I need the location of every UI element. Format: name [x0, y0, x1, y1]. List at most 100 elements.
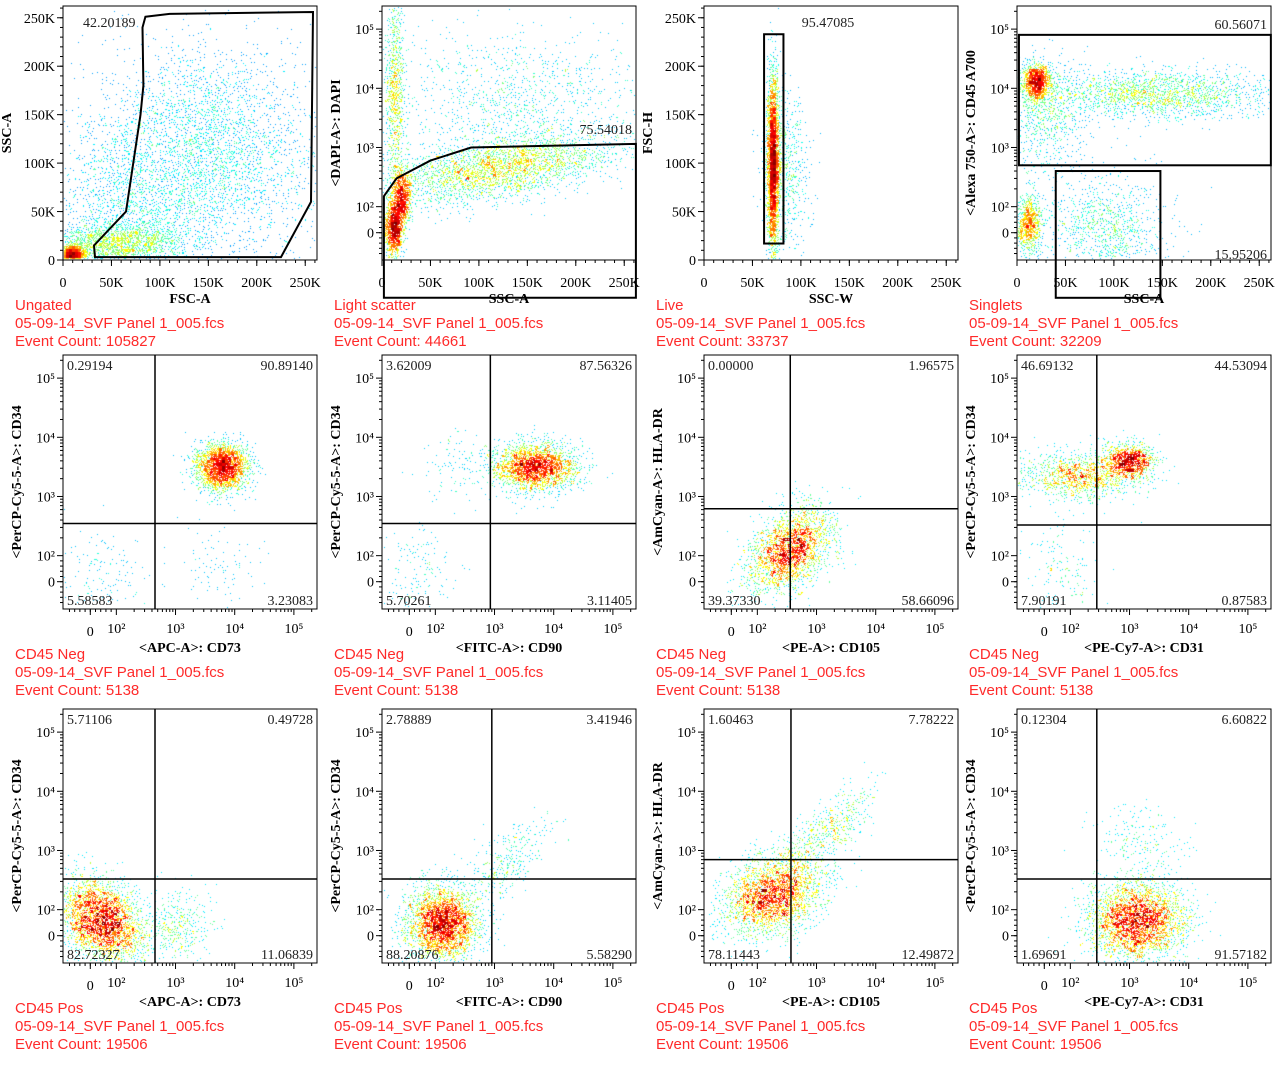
y-tick-label: 10²	[678, 550, 696, 565]
sample-file-name: 05-09-14_SVF Panel 1_005.fcs	[15, 315, 225, 332]
quadrant-upper-right-percentage: 90.89140	[261, 359, 314, 374]
x-axis-label: <PE-Cy7-A>: CD31	[1084, 641, 1204, 656]
plot-panel: 0 50K 100K 150K 200K 250K 0 50K 100K 150K 200K 250K…	[641, 0, 971, 356]
plot-panel: 0 50K 100K 150K 200K 250K 0 10² 10³ 10⁴ 10⁵ SSC-A <A…	[954, 0, 1280, 356]
y-axis-label: <PerCP-Cy5-5-A>: CD34	[10, 759, 25, 912]
y-tick-label: 10⁴	[990, 431, 1009, 446]
plot-axes: 0 10² 10³ 10⁴ 10⁵ 0 10² 10³ 10⁴ 10⁵ <APC-A>: CD73 <…	[10, 708, 318, 1010]
gate-rectangle[interactable]	[1017, 33, 1272, 167]
x-tick-label: 0	[87, 979, 94, 994]
x-tick-label: 50K	[740, 276, 764, 291]
y-tick-label: 10³	[678, 844, 696, 859]
event-density-scatter	[63, 709, 317, 963]
plot-frame	[62, 5, 318, 261]
x-tick-label: 0	[1041, 625, 1048, 640]
gate-polygon[interactable]	[92, 10, 315, 259]
x-tick-label: 0	[406, 979, 413, 994]
plot-frame	[381, 5, 637, 261]
quadrant-lower-right-percentage: 58.66096	[902, 594, 955, 609]
y-axis-label: <PerCP-Cy5-5-A>: CD34	[10, 405, 25, 558]
y-tick-label: 10⁵	[677, 726, 696, 741]
y-tick-label: 10⁵	[677, 372, 696, 387]
x-tick-label: 0	[728, 979, 735, 994]
plot-caption: CD45 Neg 05-09-14_SVF Panel 1_005.fcs Even…	[15, 646, 224, 700]
plot-caption: CD45 Neg 05-09-14_SVF Panel 1_005.fcs Even…	[334, 646, 543, 700]
x-axis-label: <APC-A>: CD73	[139, 995, 241, 1010]
event-count: Event Count: 19506	[334, 1036, 467, 1053]
y-tick-label: 10⁵	[355, 23, 374, 38]
y-tick-label: 50K	[31, 206, 55, 221]
x-tick-label: 10³	[807, 976, 825, 991]
quadrant-lower-right-percentage: 3.11405	[587, 594, 632, 609]
quadrant-upper-left-percentage: 0.29194	[67, 359, 113, 374]
gate-polygon[interactable]	[382, 142, 637, 299]
y-tick-label: 100K	[24, 157, 55, 172]
y-tick-label: 10³	[37, 844, 55, 859]
x-tick-label: 0	[1014, 276, 1021, 291]
y-axis-label: <PerCP-Cy5-5-A>: CD34	[964, 759, 979, 912]
y-tick-label: 10³	[991, 844, 1009, 859]
y-tick-label: 0	[48, 576, 55, 591]
event-density-scatter	[382, 6, 636, 260]
plot-panel: 0 10² 10³ 10⁴ 10⁵ 0 10² 10³ 10⁴ 10⁵ <PE-Cy7-A>: CD…	[954, 345, 1280, 705]
x-tick-label: 50K	[1053, 276, 1077, 291]
x-tick-label: 10²	[426, 622, 444, 637]
x-tick-label: 10⁵	[284, 976, 303, 991]
plot-frame	[62, 708, 318, 964]
population-name: CD45 Neg	[969, 646, 1040, 663]
y-axis-label: <AmCyan-A>: HLA-DR	[651, 407, 666, 556]
quadrant-lower-left-percentage: 39.37330	[708, 594, 761, 609]
y-tick-label: 150K	[24, 109, 55, 124]
quadrant-lower-left-percentage: 1.69691	[1021, 948, 1067, 963]
x-tick-label: 10⁵	[1238, 976, 1257, 991]
y-tick-label: 10²	[991, 904, 1009, 919]
sample-file-name: 05-09-14_SVF Panel 1_005.fcs	[656, 664, 866, 681]
y-tick-label: 10³	[678, 490, 696, 505]
quadrant-lower-right-percentage: 12.49872	[902, 948, 955, 963]
population-name: Live	[656, 297, 684, 314]
plot-caption: CD45 Pos 05-09-14_SVF Panel 1_005.fcs Even…	[969, 1000, 1178, 1054]
x-axis-label: <FITC-A>: CD90	[456, 641, 563, 656]
gate-percentage: 60.56071	[1215, 18, 1268, 33]
plot-panel: 0 10² 10³ 10⁴ 10⁵ 0 10² 10³ 10⁴ 10⁵ <FITC-A>: CD90…	[319, 345, 649, 705]
quadrant-upper-right-percentage: 0.49728	[268, 713, 314, 728]
y-tick-label: 10³	[356, 844, 374, 859]
sample-file-name: 05-09-14_SVF Panel 1_005.fcs	[334, 664, 544, 681]
gate-rectangle[interactable]	[763, 33, 785, 245]
x-tick-label: 150K	[512, 276, 543, 291]
plot-axes: 0 50K 100K 150K 200K 250K 0 50K 100K 150K 200K 250K…	[0, 5, 321, 307]
x-tick-label: 10⁴	[1179, 622, 1198, 637]
x-tick-label: 250K	[1244, 276, 1275, 291]
plot-axes: 0 50K 100K 150K 200K 250K 0 10² 10³ 10⁴ 10⁵ SSC-A <D…	[329, 5, 640, 307]
y-tick-label: 10⁴	[36, 785, 55, 800]
y-axis-label: <AmCyan-A>: HLA-DR	[651, 761, 666, 910]
sample-file-name: 05-09-14_SVF Panel 1_005.fcs	[334, 315, 544, 332]
plot-axes: 0 50K 100K 150K 200K 250K 0 10² 10³ 10⁴ 10⁵ SSC-A <A…	[964, 5, 1275, 307]
plot-frame	[1016, 354, 1272, 610]
quadrant-lower-left-percentage: 88.20876	[386, 948, 439, 963]
x-tick-label: 10⁵	[925, 622, 944, 637]
y-tick-label: 200K	[665, 60, 696, 75]
event-density-scatter	[704, 709, 958, 963]
event-count: Event Count: 19506	[15, 1036, 148, 1053]
sample-file-name: 05-09-14_SVF Panel 1_005.fcs	[969, 664, 1179, 681]
population-name: CD45 Neg	[656, 646, 727, 663]
event-density-scatter	[1017, 709, 1271, 963]
y-tick-label: 10⁴	[355, 82, 374, 97]
population-name: Singlets	[969, 297, 1023, 314]
y-tick-label: 250K	[665, 12, 696, 27]
gate-rectangle[interactable]	[1054, 170, 1162, 299]
y-tick-label: 10³	[991, 141, 1009, 156]
quadrant-upper-left-percentage: 1.60463	[708, 713, 754, 728]
plot-frame	[381, 354, 637, 610]
y-tick-label: 10²	[678, 904, 696, 919]
quadrant-lower-right-percentage: 11.06839	[261, 948, 313, 963]
plot-axes: 0 10² 10³ 10⁴ 10⁵ 0 10² 10³ 10⁴ 10⁵ <PE-Cy7-A>: CD…	[964, 708, 1272, 1010]
plot-axes: 0 50K 100K 150K 200K 250K 0 50K 100K 150K 200K 250K…	[641, 5, 962, 307]
y-tick-label: 10⁴	[355, 431, 374, 446]
plot-caption: CD45 Pos 05-09-14_SVF Panel 1_005.fcs Even…	[334, 1000, 543, 1054]
y-tick-label: 250K	[24, 12, 55, 27]
x-tick-label: 10⁵	[603, 976, 622, 991]
y-axis-label: <DAPI-A>: DAPI	[329, 79, 344, 186]
population-name: CD45 Neg	[15, 646, 86, 663]
